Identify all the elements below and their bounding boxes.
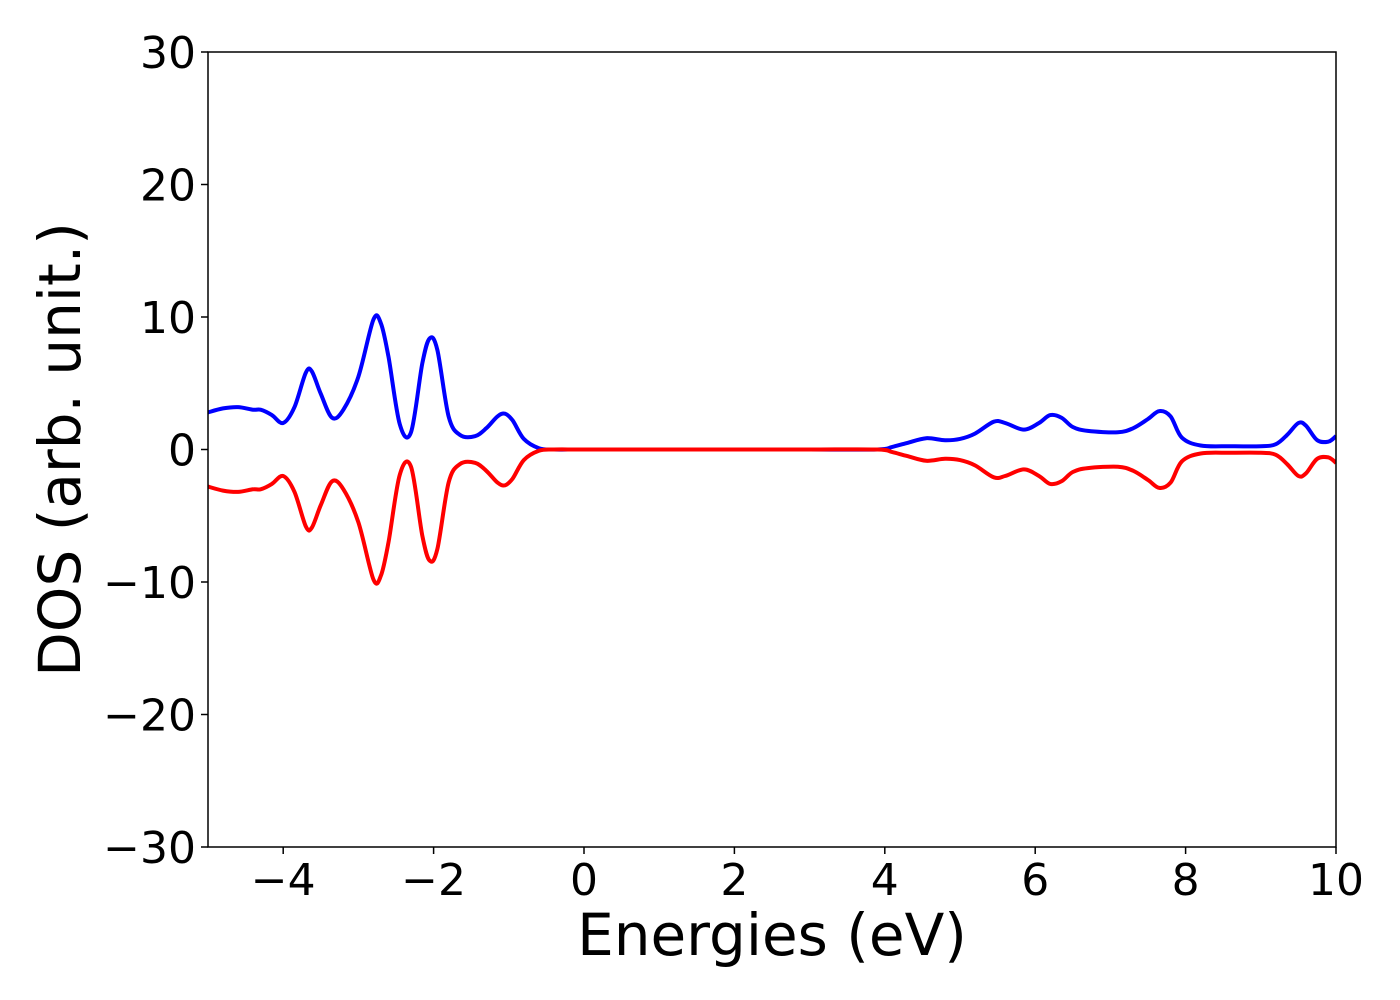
x-tick-label: 4: [871, 855, 899, 906]
y-axis-label: DOS (arb. unit.): [26, 222, 94, 677]
y-tick-label: 0: [168, 426, 196, 477]
y-axis: −30 −20 −10 0 10 20 30: [103, 28, 208, 874]
x-axis-label: Energies (eV): [577, 901, 967, 969]
x-axis: −4 −2 0 2 4 6 8 10: [251, 847, 1364, 906]
y-tick-label: −10: [103, 558, 196, 609]
x-tick-label: 8: [1172, 855, 1200, 906]
series-line-1: [208, 313, 1336, 452]
x-tick-label: 0: [570, 855, 598, 906]
series-line-2: [208, 447, 1336, 586]
y-tick-label: −20: [103, 691, 196, 742]
plot-lines: [208, 313, 1336, 586]
x-tick-label: 10: [1308, 855, 1364, 906]
y-tick-label: −30: [103, 823, 196, 874]
x-tick-label: 2: [720, 855, 748, 906]
x-tick-label: 6: [1021, 855, 1049, 906]
x-tick-label: −2: [401, 855, 466, 906]
y-tick-label: 30: [140, 28, 196, 79]
x-tick-label: −4: [251, 855, 316, 906]
y-tick-label: 20: [140, 161, 196, 212]
y-tick-label: 10: [140, 293, 196, 344]
